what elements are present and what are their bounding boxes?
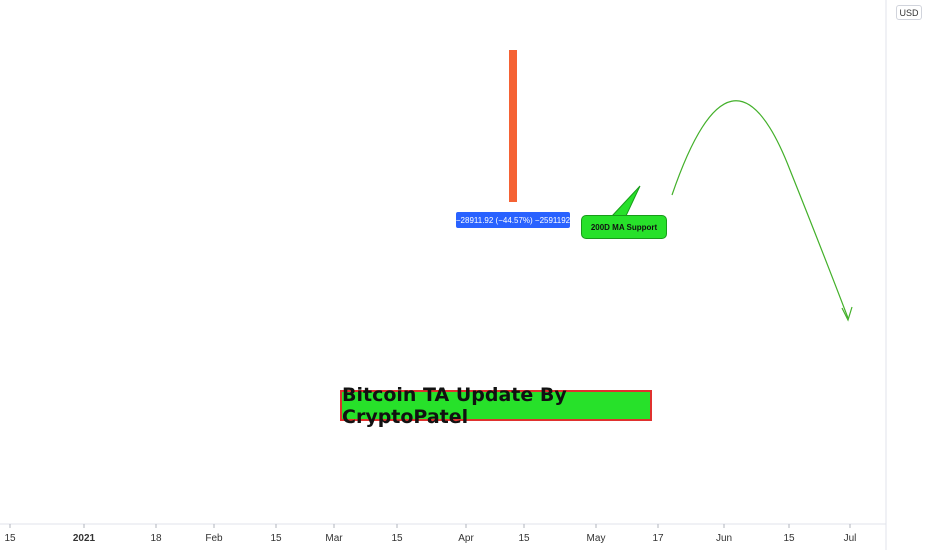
x-tick-label: 15	[391, 533, 403, 544]
chart-title-box: Bitcoin TA Update By CryptoPatel	[340, 384, 652, 428]
projection-path	[671, 100, 849, 319]
ma-callout-label: 200D MA Support	[590, 222, 658, 232]
x-tick-label: 15	[518, 533, 530, 544]
measurement-label: −28911.92 (−44.57%) −2591192	[456, 212, 570, 228]
ma-callout: 200D MA Support	[581, 215, 667, 239]
x-tick-label: Jun	[716, 533, 732, 544]
annotations	[509, 50, 853, 322]
x-tick-label: Jul	[844, 533, 857, 544]
x-tick-label: 18	[150, 533, 162, 544]
x-tick-label: Apr	[458, 533, 474, 544]
ma-callout-pointer	[610, 185, 641, 219]
grid	[0, 0, 887, 550]
currency-label: USD	[899, 7, 919, 18]
x-tick-label: 15	[270, 533, 282, 544]
x-axis: 15 2021 18 Feb 15 Mar 15 Apr 15 May 17 Jun 15 Jul	[4, 524, 856, 544]
x-tick-label: 17	[652, 533, 664, 544]
drawdown-bar	[509, 50, 517, 202]
x-tick-label: Mar	[325, 533, 343, 544]
chart-title: Bitcoin TA Update By CryptoPatel	[342, 383, 567, 428]
projection-arrow	[841, 306, 853, 322]
x-tick-label: Feb	[205, 533, 223, 544]
x-tick-label: 15	[4, 533, 16, 544]
measurement-text: −28911.92 (−44.57%) −2591192	[455, 215, 571, 225]
x-tick-label: May	[587, 533, 606, 544]
x-tick-label: 2021	[73, 533, 96, 544]
x-tick-label: 15	[783, 533, 795, 544]
currency-badge[interactable]: USD	[896, 5, 922, 20]
